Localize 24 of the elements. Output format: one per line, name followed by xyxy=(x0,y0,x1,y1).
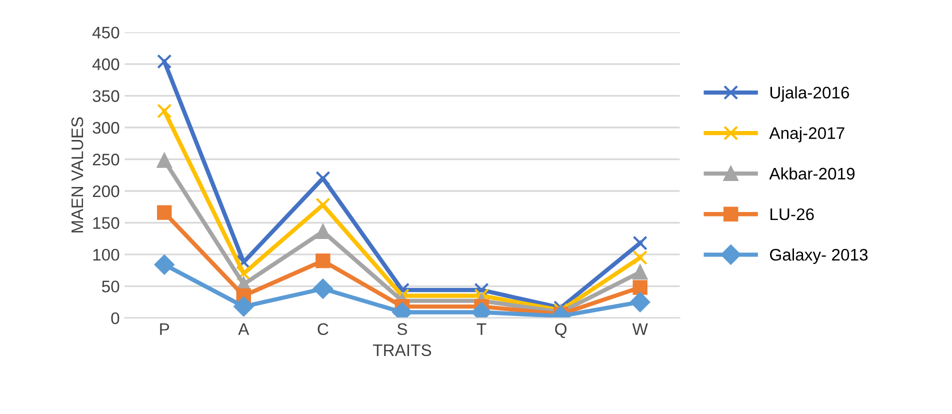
y-axis-title: MAEN VALUES xyxy=(71,117,84,232)
y-tick-label: 350 xyxy=(92,90,120,102)
y-tick-label: 450 xyxy=(92,26,120,38)
legend-label: LU-26 xyxy=(770,208,814,220)
y-tick-label: 300 xyxy=(92,122,120,134)
x-tick-label: C xyxy=(318,323,328,336)
x-tick-label: P xyxy=(160,323,170,335)
y-tick-label: 50 xyxy=(102,280,120,292)
x-tick-label: T xyxy=(476,323,486,335)
y-tick-label: 0 xyxy=(111,312,120,324)
y-tick-label: 150 xyxy=(93,217,120,229)
x-tick-label: A xyxy=(238,323,250,335)
y-tick-label: 250 xyxy=(92,154,120,166)
x-axis-title: TRAITS xyxy=(372,344,432,356)
y-tick-label: 100 xyxy=(93,248,120,261)
x-tick-label: W xyxy=(632,323,648,335)
x-tick-label: S xyxy=(397,323,408,336)
y-tick-label: 200 xyxy=(92,185,120,198)
legend-label: Ujala-2016 xyxy=(770,86,850,102)
legend-label: Galaxy- 2013 xyxy=(770,248,868,264)
y-tick-label: 400 xyxy=(92,58,120,70)
legend-label: Anaj-2017 xyxy=(769,126,844,142)
x-tick-label: Q xyxy=(555,323,566,338)
legend-label: Akbar-2019 xyxy=(769,167,855,180)
